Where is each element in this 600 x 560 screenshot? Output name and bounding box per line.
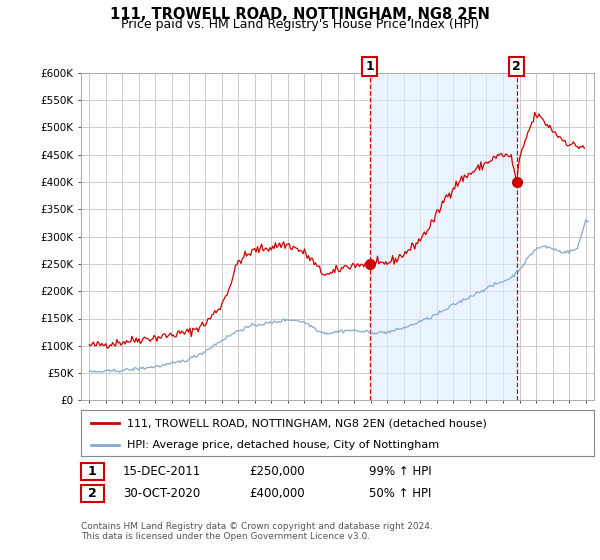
Text: HPI: Average price, detached house, City of Nottingham: HPI: Average price, detached house, City… bbox=[127, 440, 439, 450]
Text: 2: 2 bbox=[88, 487, 97, 500]
Text: 15-DEC-2011: 15-DEC-2011 bbox=[123, 465, 201, 478]
Text: 2: 2 bbox=[512, 60, 521, 73]
Text: 30-OCT-2020: 30-OCT-2020 bbox=[123, 487, 200, 500]
Text: 111, TROWELL ROAD, NOTTINGHAM, NG8 2EN (detached house): 111, TROWELL ROAD, NOTTINGHAM, NG8 2EN (… bbox=[127, 418, 487, 428]
Text: £250,000: £250,000 bbox=[249, 465, 305, 478]
Text: Price paid vs. HM Land Registry's House Price Index (HPI): Price paid vs. HM Land Registry's House … bbox=[121, 18, 479, 31]
Text: 50% ↑ HPI: 50% ↑ HPI bbox=[369, 487, 431, 500]
Bar bbox=[370, 73, 517, 400]
Text: 1: 1 bbox=[88, 465, 97, 478]
Text: Contains HM Land Registry data © Crown copyright and database right 2024.
This d: Contains HM Land Registry data © Crown c… bbox=[81, 522, 433, 542]
Text: 1: 1 bbox=[365, 60, 374, 73]
Text: 99% ↑ HPI: 99% ↑ HPI bbox=[369, 465, 431, 478]
Text: 111, TROWELL ROAD, NOTTINGHAM, NG8 2EN: 111, TROWELL ROAD, NOTTINGHAM, NG8 2EN bbox=[110, 7, 490, 22]
Text: £400,000: £400,000 bbox=[249, 487, 305, 500]
